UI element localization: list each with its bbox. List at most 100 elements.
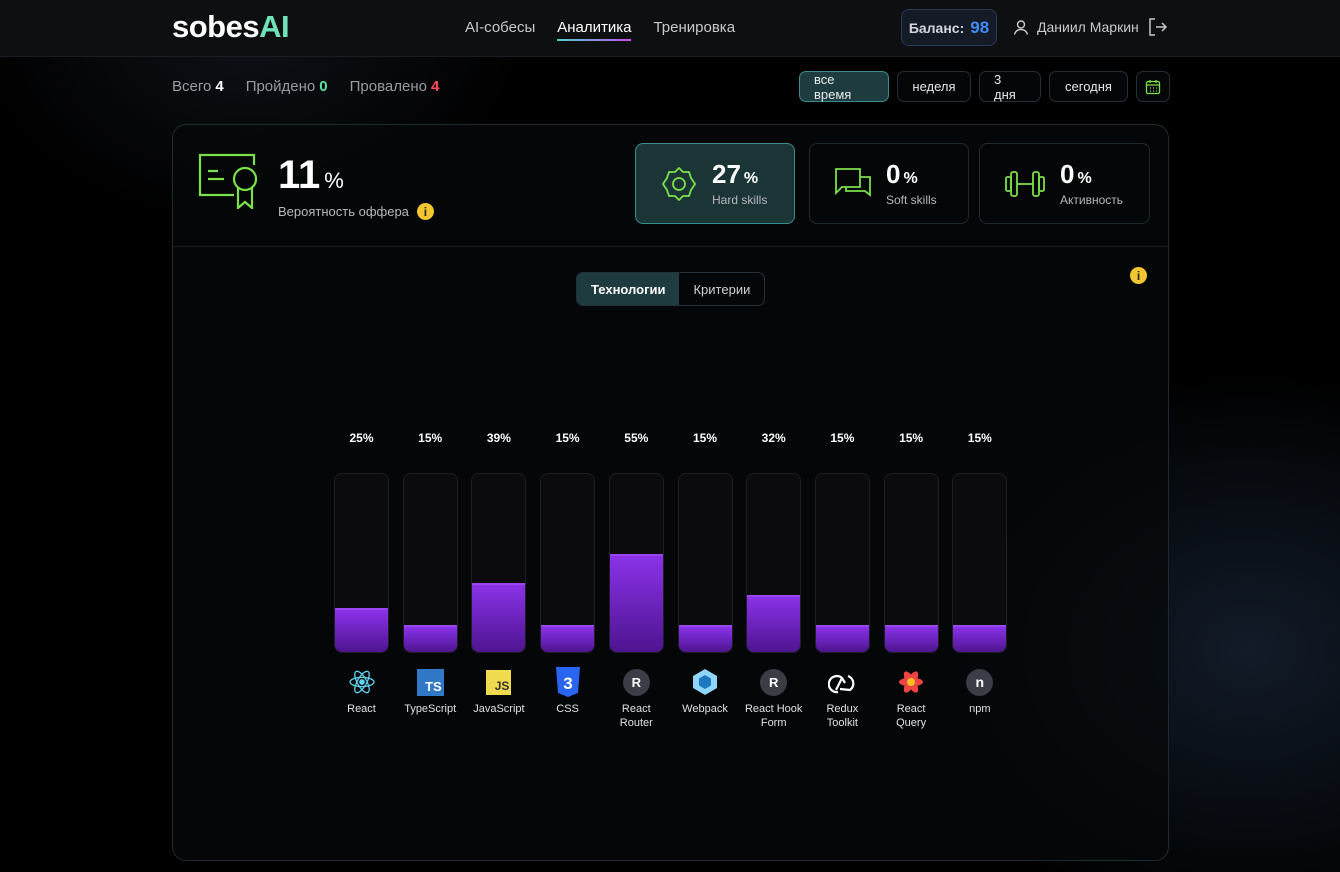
certificate-icon — [198, 153, 258, 209]
npm-icon: n — [966, 668, 994, 696]
category-label: npm — [969, 703, 991, 715]
bar — [747, 595, 801, 652]
bar-value-label: 25% — [349, 431, 374, 445]
react-hook-form-icon: R — [760, 668, 788, 696]
offer-value: 11 — [278, 153, 321, 197]
summary-section: 11% Вероятность оффера i 27% Hard skills 0… — [173, 125, 1168, 247]
period-all-time[interactable]: все время — [799, 71, 889, 102]
javascript-icon: JS — [485, 668, 513, 696]
react-router-icon: R — [622, 668, 650, 696]
category-label: CSS — [556, 703, 579, 715]
bar-track — [883, 473, 939, 653]
analytics-card: 11% Вероятность оффера i 27% Hard skills 0… — [172, 124, 1169, 861]
period-3-days[interactable]: 3 дня — [979, 71, 1041, 102]
bar-value-label: 15% — [967, 431, 992, 445]
bar-track — [677, 473, 733, 653]
metric-activity[interactable]: 0% Активность — [979, 143, 1150, 224]
bar-value-label: 32% — [761, 431, 786, 445]
bar-track — [608, 473, 664, 653]
bar-track — [471, 473, 527, 653]
balance-button[interactable]: Баланс: 98 — [901, 9, 997, 46]
stat-total-value: 4 — [215, 78, 224, 95]
bar-value-label: 55% — [624, 431, 649, 445]
offer-unit: % — [324, 168, 344, 193]
category-label: Redux Toolkit — [826, 703, 859, 729]
offer-probability: 11% Вероятность оффера i — [198, 153, 434, 220]
chart-info-icon[interactable]: i — [1130, 267, 1147, 284]
stat-passed-value: 0 — [319, 78, 328, 95]
dumbbell-icon — [1005, 170, 1045, 197]
period-today[interactable]: сегодня — [1049, 71, 1128, 102]
interview-stats: Всего 4 Пройдено 0 Провалено 4 — [172, 78, 439, 95]
bar-track — [746, 473, 802, 653]
calendar-icon — [1145, 79, 1161, 94]
bar — [678, 625, 732, 652]
redux-toolkit-icon — [828, 668, 856, 696]
main-nav: AI-собесы Аналитика Тренировка — [465, 19, 735, 41]
stat-failed: Провалено 4 — [350, 78, 440, 95]
category-label: JavaScript — [473, 703, 525, 715]
bar — [815, 625, 869, 652]
logo[interactable]: sobesAI — [172, 9, 290, 45]
period-filter: все время неделя 3 дня сегодня — [799, 71, 1170, 102]
react-query-icon — [897, 668, 925, 696]
bar — [541, 625, 595, 652]
chart-column: 15% Redux Toolkit — [808, 431, 877, 730]
chart-column: 25% React — [327, 431, 396, 716]
category-label: React Hook Form — [744, 703, 803, 729]
metric-value: 0 — [1060, 159, 1075, 189]
metric-value: 0 — [886, 159, 901, 189]
tab-criteria[interactable]: Критерии — [693, 281, 751, 297]
typescript-icon: TS — [416, 668, 444, 696]
stat-total: Всего 4 — [172, 78, 224, 95]
period-week[interactable]: неделя — [897, 71, 971, 102]
info-icon[interactable]: i — [416, 203, 434, 220]
stat-passed: Пройдено 0 — [246, 78, 328, 95]
bar-track — [952, 473, 1008, 653]
calendar-button[interactable] — [1136, 71, 1170, 102]
bar-track — [402, 473, 458, 653]
bar — [403, 625, 457, 652]
bar-value-label: 15% — [692, 431, 718, 445]
metric-unit: % — [903, 170, 918, 187]
bar — [609, 554, 663, 652]
balance-label: Баланс: — [908, 19, 965, 36]
bar-track — [540, 473, 596, 653]
chart-column: 32% R React Hook Form — [739, 431, 808, 730]
tab-technologies[interactable]: Технологии — [577, 273, 680, 305]
chart-column: 39% JS JavaScript — [464, 431, 533, 716]
balance-value: 98 — [970, 17, 990, 37]
bar-value-label: 15% — [418, 431, 443, 445]
metric-label: Soft skills — [886, 193, 937, 207]
category-label: React — [347, 703, 376, 715]
metric-hard-skills[interactable]: 27% Hard skills — [635, 143, 795, 224]
webpack-icon — [691, 668, 719, 696]
chart-column: 55% R React Router — [602, 431, 671, 730]
metric-unit: % — [743, 170, 759, 187]
css-icon: 3 — [554, 667, 582, 697]
chat-icon — [835, 167, 871, 197]
top-bar: sobesAI AI-собесы Аналитика Тренировка Б… — [0, 0, 1340, 57]
gear-icon — [661, 166, 697, 201]
chart-column: 15% Webpack — [671, 431, 740, 716]
logout-icon[interactable] — [1148, 17, 1168, 37]
nav-ai-sobesy[interactable]: AI-собесы — [465, 19, 536, 36]
offer-label: Вероятность оффера — [278, 204, 409, 219]
logo-accent: AI — [259, 9, 290, 44]
nav-analytics[interactable]: Аналитика — [557, 19, 632, 41]
bar — [472, 582, 526, 652]
bar — [884, 625, 938, 652]
user-menu[interactable]: Даниил Маркин — [1013, 19, 1139, 35]
metric-unit: % — [1077, 170, 1092, 187]
category-label: TypeScript — [404, 703, 457, 715]
chart-column: 15% 3 CSS — [533, 431, 602, 716]
user-icon — [1013, 20, 1029, 35]
chart-column: 15% TS TypeScript — [396, 431, 465, 716]
metric-value: 27 — [712, 159, 741, 189]
metric-soft-skills[interactable]: 0% Soft skills — [809, 143, 969, 224]
nav-training[interactable]: Тренировка — [653, 19, 736, 36]
stat-failed-label: Провалено — [349, 78, 427, 95]
user-name: Даниил Маркин — [1037, 19, 1139, 35]
bar-track — [334, 473, 389, 653]
bar-value-label: 39% — [486, 431, 511, 445]
